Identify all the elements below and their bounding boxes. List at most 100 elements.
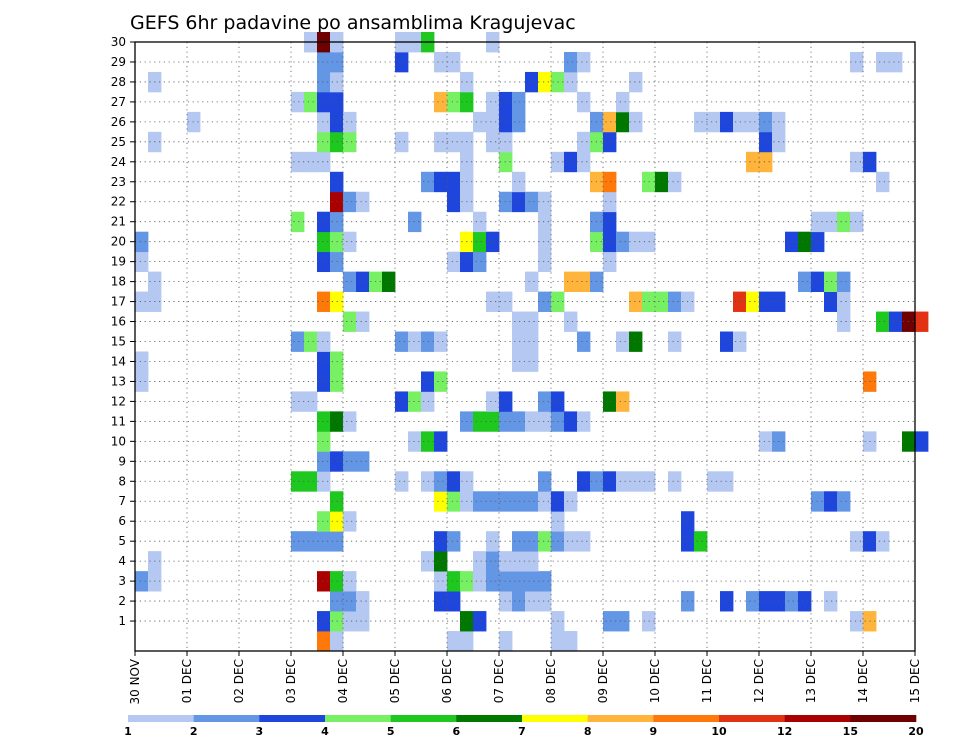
precip-cell — [421, 431, 435, 452]
precip-cell — [434, 491, 448, 512]
precip-cell — [759, 591, 773, 612]
colorbar-label: 3 — [256, 725, 264, 738]
precip-cell — [759, 431, 773, 452]
precip-cell — [317, 71, 331, 93]
y-tick-label: 23 — [111, 175, 126, 189]
precip-cell — [486, 571, 500, 592]
precip-cell — [850, 611, 864, 632]
y-tick-label: 10 — [111, 434, 126, 448]
y-tick-label: 17 — [111, 295, 126, 309]
precip-cell — [837, 491, 851, 512]
x-tick-label: 10 DEC — [648, 659, 662, 703]
precip-cell — [746, 111, 760, 133]
precip-cell — [577, 151, 591, 173]
precip-cell — [668, 171, 682, 193]
colorbar-label: 10 — [711, 725, 727, 738]
precip-cell — [525, 331, 539, 352]
precip-cell — [837, 291, 851, 312]
precip-cell — [616, 611, 630, 632]
precip-cell — [577, 271, 591, 292]
precip-cell — [733, 111, 747, 133]
precip-cell — [343, 511, 357, 532]
precip-cell — [447, 591, 461, 612]
precip-cell — [473, 611, 487, 632]
precip-cell — [447, 631, 461, 652]
precip-cell — [395, 391, 409, 412]
precip-cell — [434, 91, 448, 113]
precip-cell — [447, 51, 461, 73]
precip-cell — [473, 411, 487, 432]
x-tick-label: 14 DEC — [856, 659, 870, 703]
colorbar-segment — [456, 715, 523, 722]
x-tick-label: 12 DEC — [752, 659, 766, 703]
precip-cell — [512, 111, 526, 133]
heatmap-cells — [135, 32, 929, 652]
y-tick-label: 27 — [111, 95, 126, 109]
precip-cell — [603, 171, 617, 193]
x-tick-label: 05 DEC — [388, 659, 402, 703]
precip-cell — [135, 291, 149, 312]
colorbar: 1 2 3 4 5 6 7 8 9 10 12 15 20 — [124, 715, 924, 738]
precip-cell — [421, 471, 435, 492]
precip-cell — [356, 611, 370, 632]
precip-cell — [447, 571, 461, 592]
precip-cell — [434, 471, 448, 492]
precip-cell — [317, 51, 331, 73]
y-tick-label: 21 — [111, 215, 126, 229]
precip-cell — [629, 471, 643, 492]
precip-cell — [577, 51, 591, 73]
precip-cell — [915, 311, 929, 332]
precip-cell — [447, 171, 461, 193]
precip-cell — [603, 251, 617, 273]
precip-cell — [135, 351, 149, 372]
precip-cell — [356, 451, 370, 472]
precip-cell — [486, 231, 500, 253]
y-tick-label: 14 — [111, 354, 126, 368]
precip-cell — [434, 371, 448, 392]
x-tick-label: 08 DEC — [544, 659, 558, 703]
precip-cell — [317, 331, 331, 352]
precip-cell — [525, 571, 539, 592]
precip-cell — [486, 391, 500, 412]
precip-cell — [317, 211, 331, 233]
precip-cell — [850, 151, 864, 173]
y-tick-label: 24 — [111, 155, 126, 169]
precip-cell — [317, 371, 331, 392]
precip-cell — [317, 571, 331, 592]
precip-cell — [538, 391, 552, 412]
precip-cell — [512, 411, 526, 432]
precip-cell — [538, 411, 552, 432]
y-tick-label: 19 — [111, 255, 126, 269]
precip-cell — [629, 231, 643, 253]
precip-cell — [603, 191, 617, 213]
precip-cell — [486, 131, 500, 153]
precip-cell — [473, 491, 487, 512]
precip-cell — [291, 211, 305, 233]
precip-cell — [291, 471, 305, 492]
precip-cell — [421, 551, 435, 572]
colorbar-label: 2 — [190, 725, 198, 738]
precip-cell — [733, 291, 747, 312]
precip-cell — [512, 91, 526, 113]
precip-cell — [317, 131, 331, 153]
precip-cell — [850, 211, 864, 233]
chart-title: GEFS 6hr padavine po ansamblima Kragujev… — [130, 12, 576, 34]
precip-cell — [603, 211, 617, 233]
precip-cell — [707, 111, 721, 133]
precip-cell — [668, 331, 682, 352]
colorbar-segment — [850, 715, 917, 722]
colorbar-segment — [522, 715, 588, 722]
precip-cell — [304, 151, 318, 173]
precip-cell — [577, 531, 591, 552]
precip-cell — [460, 631, 474, 652]
precip-cell — [798, 271, 812, 292]
precip-cell — [512, 311, 526, 332]
precip-cell — [759, 111, 773, 133]
y-tick-label: 6 — [118, 514, 126, 528]
x-tick-label: 11 DEC — [700, 659, 714, 703]
colorbar-label: 1 — [124, 725, 132, 738]
colorbar-label: 20 — [908, 725, 924, 738]
precip-cell — [694, 111, 708, 133]
precip-cell — [473, 251, 487, 273]
colorbar-segment — [390, 715, 457, 722]
